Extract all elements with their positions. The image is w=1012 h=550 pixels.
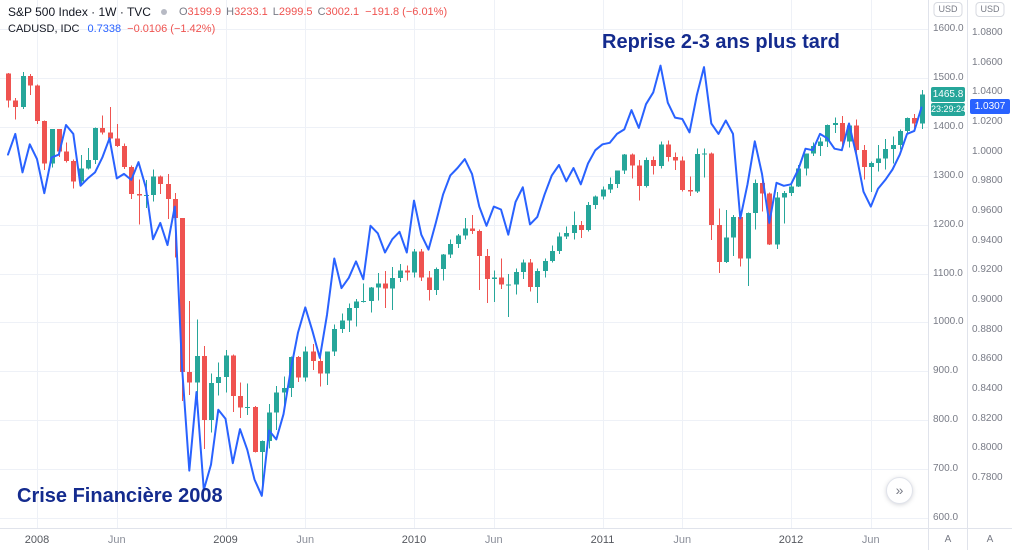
axis-corner-cadusd: A [967, 528, 1012, 550]
annotation-recovery-text[interactable]: Reprise 2-3 ans plus tard [602, 31, 840, 53]
price-axis-label: 800.0 [933, 414, 959, 426]
price-axis-label: 0.8400 [972, 383, 1003, 394]
overlay-change: −0.0106 (−1.42%) [127, 22, 216, 35]
price-axis-label: 0.9200 [972, 264, 1003, 276]
price-axis-label: 0.8800 [972, 323, 1003, 335]
time-axis-label: 2008 [24, 534, 50, 546]
price-axis-label: 0.8200 [972, 412, 1003, 424]
price-axis-label: 1.0000 [972, 145, 1003, 157]
price-axis-label: 700.0 [933, 463, 959, 475]
time-axis-label: 2011 [590, 534, 615, 546]
time-axis[interactable]: 2008 Jun 2009 Jun 2010 Jun 2011 Jun 2012 Jun [0, 528, 928, 550]
overlay-symbol-title[interactable]: CADUSD, IDC [8, 22, 80, 35]
price-axis-label: 1.0600 [972, 56, 1003, 68]
price-axis-label: 0.8000 [972, 442, 1003, 454]
open-label: O [178, 5, 188, 18]
price-axis-label: 0.7800 [972, 472, 1003, 483]
candlestick-series-sp500 [6, 72, 925, 486]
time-axis-label: 2009 [213, 534, 238, 546]
high-value: 3233.1 [234, 5, 268, 18]
auto-scale-indicator-1[interactable]: A [944, 534, 952, 545]
price-axis-label: 0.9000 [972, 294, 1003, 305]
close-label: C [317, 5, 326, 18]
currency-toggle-button-1[interactable]: USD [933, 2, 963, 17]
overlay-series-legend-row: CADUSD, IDC 0.7338 −0.0106 (−1.42%) [8, 20, 447, 37]
currency-toggle-button-2[interactable]: USD [975, 2, 1005, 17]
price-axis-label: 1200.0 [933, 218, 964, 230]
auto-scale-indicator-2[interactable]: A [986, 534, 994, 545]
price-axis-label: 600.0 [933, 512, 959, 523]
change-value: −191.8 (−6.01%) [365, 5, 448, 18]
price-axis-label: 1.0800 [972, 27, 1003, 38]
time-axis-label: Jun [861, 534, 880, 546]
price-axis-label: 0.9600 [972, 205, 1003, 216]
price-axis-label: 1100.0 [933, 267, 963, 279]
price-axis-cadusd[interactable]: USD 1.0800 1.0600 1.0400 1.0200 1.0000 0.9800… [967, 0, 1012, 528]
price-axis-label: 1300.0 [933, 169, 964, 181]
price-axis-label: 900.0 [933, 365, 959, 377]
go-to-realtime-button[interactable]: » [886, 477, 913, 504]
price-axis-label: 1.0200 [972, 116, 1003, 127]
price-axis-label: 1000.0 [933, 316, 964, 328]
time-axis-label: Jun [673, 534, 692, 546]
last-price-badge-sp500: 1465.8 [931, 87, 965, 103]
price-axis-sp500[interactable]: USD 1600.0 1500.0 1400.0 1300.0 1200.0 1100.0… [928, 0, 967, 528]
ohlc-values: O3199.9 H3233.1 L2999.5 C3002.1 −191.8 (−6.0… [174, 6, 447, 18]
time-axis-label: Jun [107, 534, 126, 546]
high-label: H [226, 5, 235, 18]
last-price-badge-cadusd: 1.0307 [970, 98, 1010, 114]
price-axis-label: 1500.0 [933, 71, 964, 83]
close-value: 3002.1 [325, 5, 360, 18]
axis-corner-sp500: A [928, 528, 967, 550]
low-label: L [272, 5, 279, 18]
symbol-title[interactable]: S&P 500 Index · 1W · TVC [8, 4, 151, 19]
bar-countdown-badge: 23:29:24 [931, 103, 967, 117]
time-axis-label: 2010 [401, 534, 427, 546]
legend: S&P 500 Index · 1W · TVC O3199.9 H3233.1 L… [8, 3, 447, 37]
line-series-cadusd [7, 64, 923, 497]
price-axis-label: 1400.0 [933, 120, 964, 132]
annotation-crisis-text[interactable]: Crise Financière 2008 [17, 485, 223, 507]
price-axis-label: 0.9400 [972, 234, 1003, 246]
price-axis-label: 1.0400 [972, 86, 1003, 98]
data-status-icon[interactable] [160, 8, 167, 15]
time-axis-label: 2012 [778, 534, 804, 546]
chart-plot[interactable] [0, 0, 928, 528]
open-value: 3199.9 [187, 5, 222, 18]
price-axis-label: 1600.0 [933, 23, 964, 34]
low-value: 2999.5 [278, 5, 313, 18]
time-axis-label: Jun [484, 534, 503, 546]
time-axis-label: Jun [296, 534, 315, 546]
price-axis-label: 0.8600 [972, 353, 1003, 365]
overlay-value: 0.7338 [87, 22, 122, 35]
main-series-legend-row: S&P 500 Index · 1W · TVC O3199.9 H3233.1 L… [8, 3, 447, 20]
grid [0, 0, 928, 528]
price-axis-label: 0.9800 [972, 175, 1003, 187]
